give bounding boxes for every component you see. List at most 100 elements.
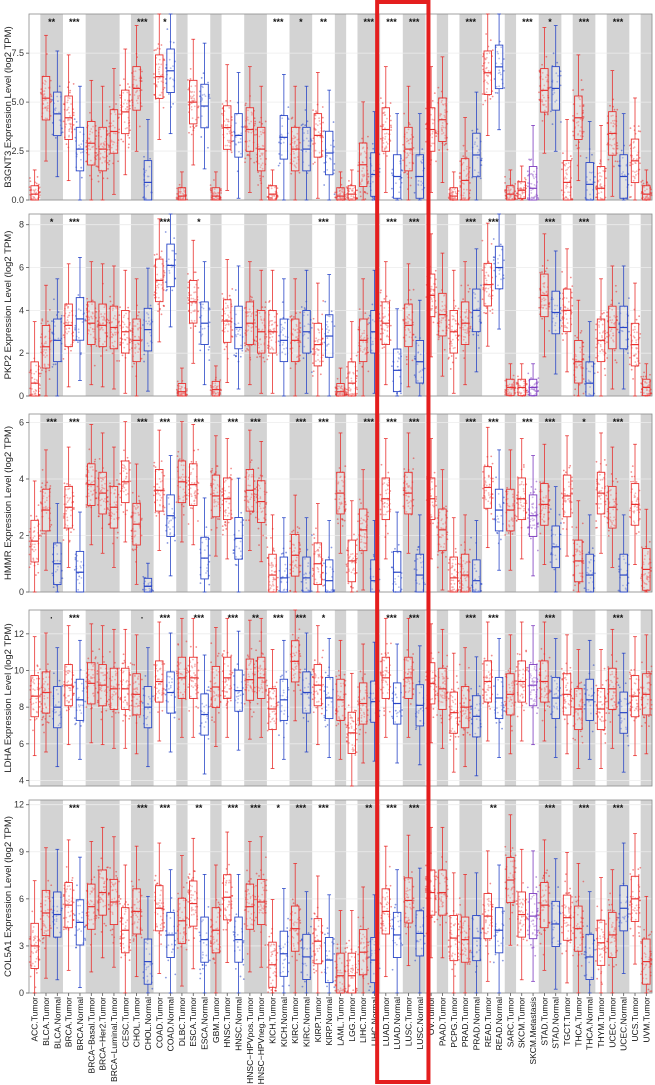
- data-point: [106, 161, 109, 164]
- data-point: [572, 130, 574, 133]
- data-point: [574, 334, 577, 337]
- data-point: [176, 380, 179, 383]
- data-point: [227, 141, 230, 144]
- data-point: [176, 187, 178, 190]
- data-point: [323, 184, 326, 186]
- data-point: [214, 192, 217, 195]
- data-point: [481, 269, 484, 272]
- data-point: [606, 331, 609, 334]
- data-point: [127, 306, 130, 309]
- data-point: [606, 311, 609, 314]
- data-point: [165, 288, 168, 291]
- data-point: [559, 84, 562, 87]
- data-point: [333, 169, 336, 172]
- data-point: [210, 198, 213, 201]
- data-point: [43, 93, 46, 95]
- data-point: [223, 348, 226, 351]
- data-point: [582, 392, 585, 395]
- data-point: [368, 322, 371, 324]
- data-point: [185, 389, 188, 392]
- data-point: [195, 124, 198, 127]
- data-point: [254, 343, 256, 346]
- data-point: [639, 162, 641, 165]
- data-point: [247, 344, 250, 347]
- data-point: [364, 312, 367, 315]
- data-point: [140, 357, 143, 360]
- data-point: [629, 127, 632, 130]
- data-point: [336, 377, 339, 380]
- data-point: [96, 320, 99, 323]
- data-point: [198, 331, 201, 334]
- data-point: [237, 141, 240, 144]
- data-point: [89, 174, 91, 177]
- data-point: [262, 356, 265, 359]
- data-point: [244, 125, 246, 128]
- data-point: [390, 129, 392, 131]
- data-point: [514, 190, 517, 193]
- data-point: [28, 186, 31, 188]
- data-point: [345, 388, 348, 391]
- data-point: [216, 197, 219, 200]
- data-point: [579, 331, 582, 334]
- data-point: [250, 131, 253, 134]
- data-point: [491, 312, 494, 315]
- data-point: [459, 327, 462, 329]
- data-point: [160, 313, 163, 316]
- data-point: [576, 336, 579, 339]
- significance-label: ***: [273, 17, 284, 27]
- data-point: [438, 149, 441, 151]
- data-point: [281, 301, 284, 303]
- data-point: [322, 300, 325, 302]
- data-point: [221, 107, 224, 110]
- data-point: [93, 364, 96, 367]
- data-point: [564, 332, 567, 335]
- data-point: [541, 271, 543, 273]
- data-point: [155, 63, 158, 66]
- group-stripe: [210, 14, 222, 200]
- data-point: [143, 155, 145, 158]
- data-point: [541, 317, 544, 320]
- box-COAD.Normal: [164, 13, 176, 135]
- data-point: [156, 253, 158, 256]
- data-point: [90, 159, 92, 162]
- box-BRCA−Basal.Tumor: [85, 79, 98, 201]
- data-point: [391, 172, 393, 175]
- significance-label: ***: [69, 17, 80, 27]
- data-point: [469, 325, 472, 328]
- data-point: [585, 156, 588, 159]
- data-point: [241, 349, 244, 352]
- data-point: [162, 106, 165, 109]
- data-point: [56, 95, 59, 98]
- data-point: [256, 356, 259, 359]
- data-point: [575, 144, 578, 147]
- data-point: [561, 332, 564, 335]
- data-point: [89, 140, 92, 143]
- data-point: [95, 155, 97, 157]
- data-point: [492, 256, 495, 259]
- data-point: [560, 189, 563, 192]
- data-point: [118, 360, 121, 362]
- data-point: [179, 197, 182, 200]
- data-point: [465, 156, 468, 159]
- data-point: [251, 296, 253, 299]
- data-point: [175, 198, 178, 200]
- data-point: [197, 286, 200, 289]
- data-point: [607, 158, 610, 161]
- data-point: [89, 148, 92, 151]
- data-point: [246, 116, 249, 119]
- data-point: [479, 177, 482, 180]
- data-point: [545, 55, 548, 58]
- data-point: [302, 357, 305, 360]
- data-point: [51, 133, 54, 136]
- data-point: [468, 287, 471, 290]
- data-point: [616, 328, 619, 331]
- data-point: [503, 259, 505, 262]
- data-point: [219, 198, 222, 201]
- data-point: [160, 63, 163, 66]
- data-point: [467, 290, 470, 293]
- data-point: [112, 132, 115, 135]
- data-point: [190, 105, 193, 108]
- data-point: [172, 102, 175, 105]
- data-point: [169, 76, 172, 79]
- data-point: [254, 122, 256, 125]
